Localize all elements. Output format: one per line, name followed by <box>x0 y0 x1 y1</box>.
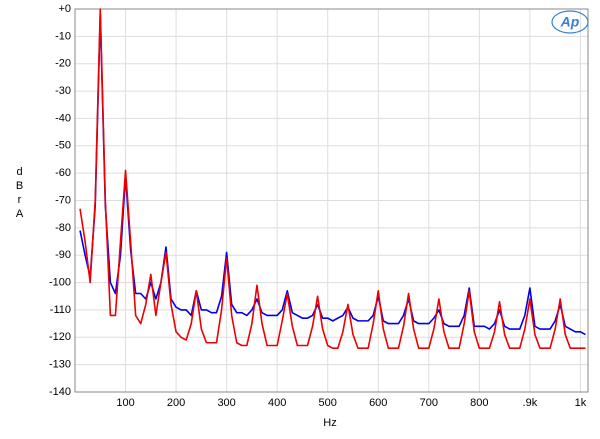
y-tick-label: -40 <box>55 112 71 124</box>
y-tick-label: -90 <box>55 249 71 261</box>
plot-frame <box>74 8 589 393</box>
x-tick-label: 800 <box>470 397 488 409</box>
y-tick-label: -80 <box>55 222 71 234</box>
y-tick-label: -120 <box>49 331 71 343</box>
logo: Ap <box>560 14 580 30</box>
x-tick-label: 1k <box>575 397 587 409</box>
x-tick-label: 300 <box>217 397 235 409</box>
x-tick-label: 200 <box>167 397 185 409</box>
y-tick-label: -70 <box>55 194 71 206</box>
y-tick-label: -50 <box>55 140 71 152</box>
y-tick-label: -140 <box>49 386 71 398</box>
x-tick-label: .9k <box>523 397 538 409</box>
x-tick-label: 400 <box>268 397 286 409</box>
x-tick-label: 600 <box>369 397 387 409</box>
y-tick-label: -100 <box>49 276 71 288</box>
series-line <box>79 8 586 350</box>
x-tick-label: 700 <box>420 397 438 409</box>
y-tick-label: -60 <box>55 167 71 179</box>
y-tick-label: -20 <box>55 58 71 70</box>
x-axis-label: Hz <box>323 417 336 429</box>
y-tick-label: -110 <box>50 304 71 316</box>
y-axis-label: dBr A <box>15 166 24 220</box>
y-tick-label: -10 <box>55 30 71 42</box>
x-tick-label: 500 <box>319 397 337 409</box>
y-tick-label: +0 <box>58 3 71 15</box>
series-line <box>79 13 586 336</box>
y-tick-label: -130 <box>49 359 71 371</box>
y-tick-label: -30 <box>55 85 71 97</box>
x-tick-label: 100 <box>116 397 134 409</box>
logo-ring <box>551 10 589 34</box>
